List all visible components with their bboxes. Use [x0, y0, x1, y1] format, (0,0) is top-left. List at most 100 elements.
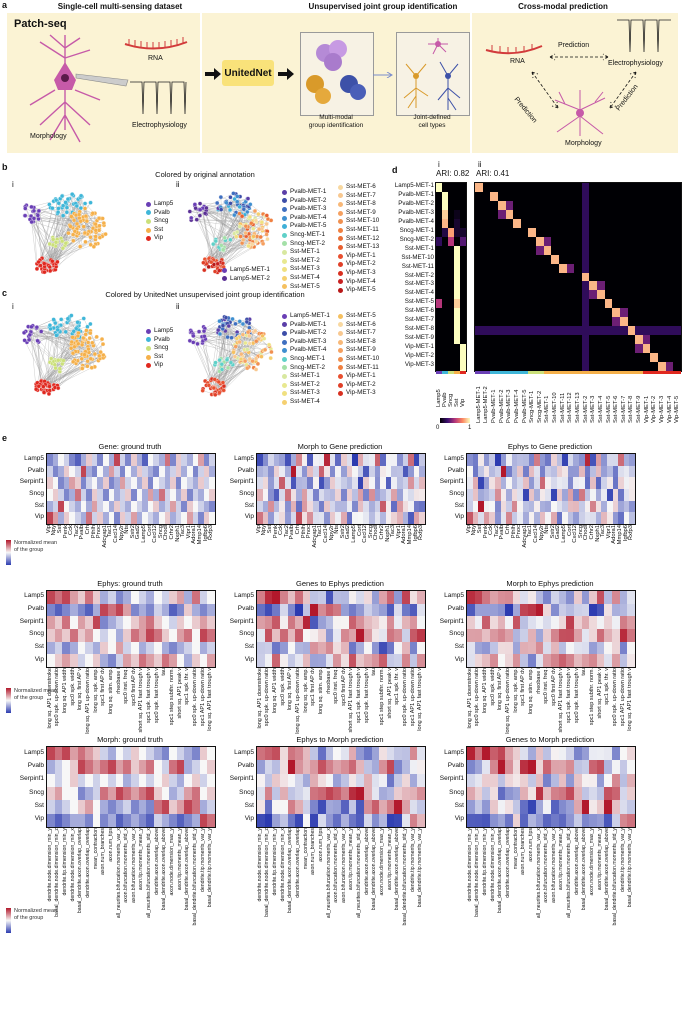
heatmap-cell: [146, 591, 154, 604]
matrix-cell: [566, 299, 575, 309]
class-strip: [566, 371, 575, 374]
cell-point: [196, 329, 202, 334]
legend-label: Sst-MET-3: [290, 265, 320, 273]
heatmap-cell: [543, 813, 551, 827]
d-col-label: Sst-MET-5: [605, 395, 612, 423]
matrix-cell: [497, 290, 506, 300]
matrix-cell: [513, 362, 521, 371]
matrix-cell: [612, 227, 620, 237]
heatmap-cell: [85, 591, 93, 604]
matrix-cell: [536, 344, 544, 354]
matrix-cell: [627, 344, 636, 354]
heatmap-cell: [161, 760, 170, 774]
heatmap-cell: [290, 489, 297, 501]
cell-point: [259, 220, 265, 225]
heatmap-cell: [505, 603, 513, 617]
heatmap-cell: [520, 813, 529, 827]
heatmap-cell: [158, 465, 165, 478]
matrix-cell: [490, 299, 498, 309]
heatmap-cell: [284, 500, 291, 513]
heatmap-cell: [581, 747, 590, 761]
matrix-cell: [673, 344, 681, 354]
heatmap-cell: [125, 500, 131, 513]
heatmap-cell: [138, 786, 147, 801]
heatmap-cell: [108, 500, 115, 513]
cell-point: [218, 195, 224, 200]
heatmap-cell: [589, 747, 597, 761]
heatmap-cell: [74, 500, 81, 513]
heatmap-cell: [318, 747, 326, 761]
heatmap-cell: [543, 773, 551, 787]
e-colorbar: [6, 908, 11, 933]
heatmap-cell: [310, 800, 319, 814]
matrix-cell: [528, 290, 537, 300]
heatmap-cell: [419, 465, 425, 478]
d-col-label: Sst-MET-3: [590, 395, 597, 423]
heatmap-cell: [379, 747, 387, 761]
heatmap-cell: [310, 773, 319, 787]
cell-point: [97, 235, 103, 240]
heatmap-cell: [325, 800, 334, 814]
heatmap-cell: [69, 773, 78, 787]
heatmap-cell: [123, 654, 131, 667]
heatmap-cell: [310, 641, 319, 655]
matrix-cell: [642, 281, 651, 291]
heatmap-cell: [146, 603, 154, 617]
heatmap-cell: [394, 800, 403, 814]
class-strip: [597, 371, 605, 374]
matrix-cell: [528, 362, 537, 371]
matrix-cell: [627, 290, 636, 300]
heatmap-cell: [91, 500, 98, 513]
heatmap-cell: [543, 591, 551, 604]
e-cbar-label: Normalized mean of the group: [14, 540, 58, 553]
heatmap-cell: [102, 477, 109, 489]
matrix-cell: [505, 183, 514, 192]
heatmap-cell: [374, 500, 381, 513]
matrix-cell: [658, 353, 666, 363]
heatmap-cell: [520, 603, 529, 617]
heatmap-cell: [203, 454, 210, 466]
heatmap-col-label: mean_contraction: [92, 828, 99, 870]
class-strip: [589, 371, 597, 374]
heatmap-cell: [612, 641, 620, 655]
matrix-cell: [442, 254, 448, 264]
heatmap-cell: [363, 465, 369, 478]
heatmap-cell: [505, 591, 513, 604]
matrix-cell: [589, 281, 598, 291]
matrix-cell: [566, 209, 575, 219]
heatmap-col-label: axon.bifurcation.moments_var_x: [550, 828, 557, 903]
cell-point: [250, 358, 255, 364]
matrix-cell: [513, 227, 521, 237]
heatmap-cell: [363, 800, 372, 814]
matrix-cell: [566, 218, 575, 228]
heatmap-cell: [472, 512, 479, 524]
heatmap-cell: [534, 477, 540, 489]
heatmap-cell: [47, 512, 53, 524]
heatmap-cell: [596, 641, 605, 655]
matrix-cell: [665, 335, 674, 345]
heatmap-cell: [589, 800, 597, 814]
matrix-cell: [658, 281, 666, 291]
matrix-cell: [520, 290, 529, 300]
matrix-cell: [581, 218, 590, 228]
matrix-cell: [627, 183, 636, 192]
matrix-cell: [490, 254, 498, 264]
cell-point: [97, 223, 102, 228]
heatmap-cell: [123, 616, 131, 629]
cell-point: [255, 361, 261, 366]
heatmap-cell: [612, 454, 619, 466]
class-strip: [642, 371, 651, 374]
matrix-cell: [665, 263, 674, 273]
cell-point: [206, 264, 211, 269]
heatmap-cell: [136, 500, 143, 513]
heatmap-cell: [100, 591, 109, 604]
heatmap-cell: [340, 800, 349, 814]
heatmap-cell: [272, 800, 280, 814]
heatmap-col-label: axon.num_tips: [527, 828, 534, 862]
heatmap-cell: [318, 512, 325, 524]
matrix-cell: [513, 290, 521, 300]
matrix-cell: [528, 326, 537, 336]
cell-point: [81, 224, 86, 229]
cell-point: [239, 214, 245, 219]
matrix-cell: [597, 227, 605, 237]
